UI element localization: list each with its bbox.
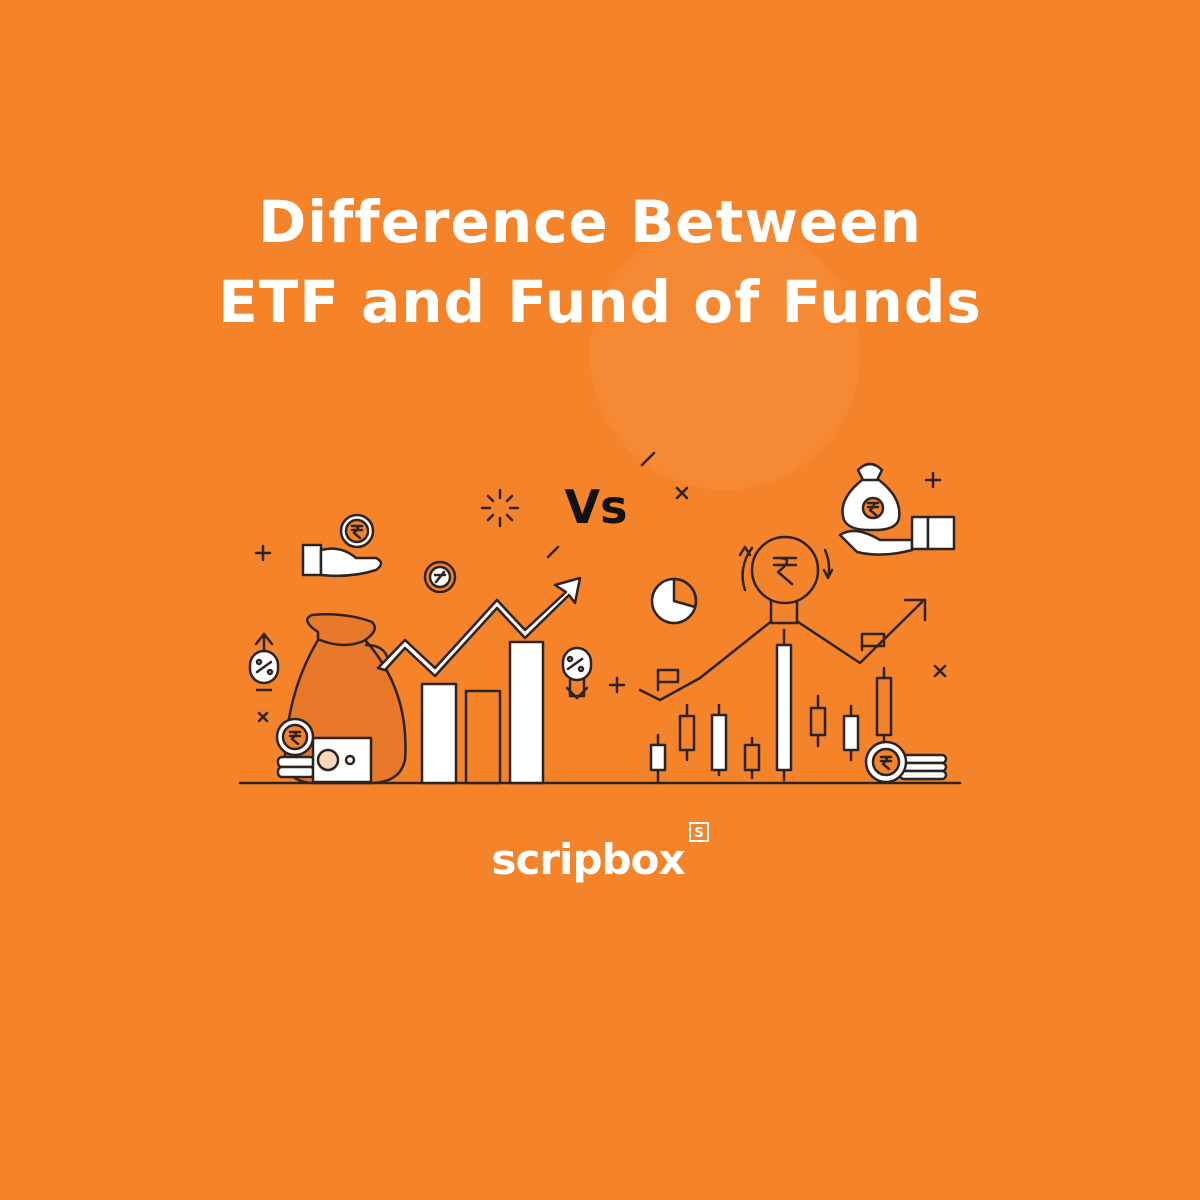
versus-label: Vs (565, 480, 628, 534)
title-line-2: ETF and Fund of Funds (218, 268, 982, 336)
logo-wordmark: scripbox (491, 835, 685, 884)
background-glow (590, 220, 860, 490)
logo: scripbox S (491, 822, 709, 884)
logo-badge-frame (689, 822, 709, 842)
logo-badge: S (694, 826, 703, 841)
illustration (238, 451, 962, 785)
title-line-1: Difference Between (258, 188, 922, 256)
